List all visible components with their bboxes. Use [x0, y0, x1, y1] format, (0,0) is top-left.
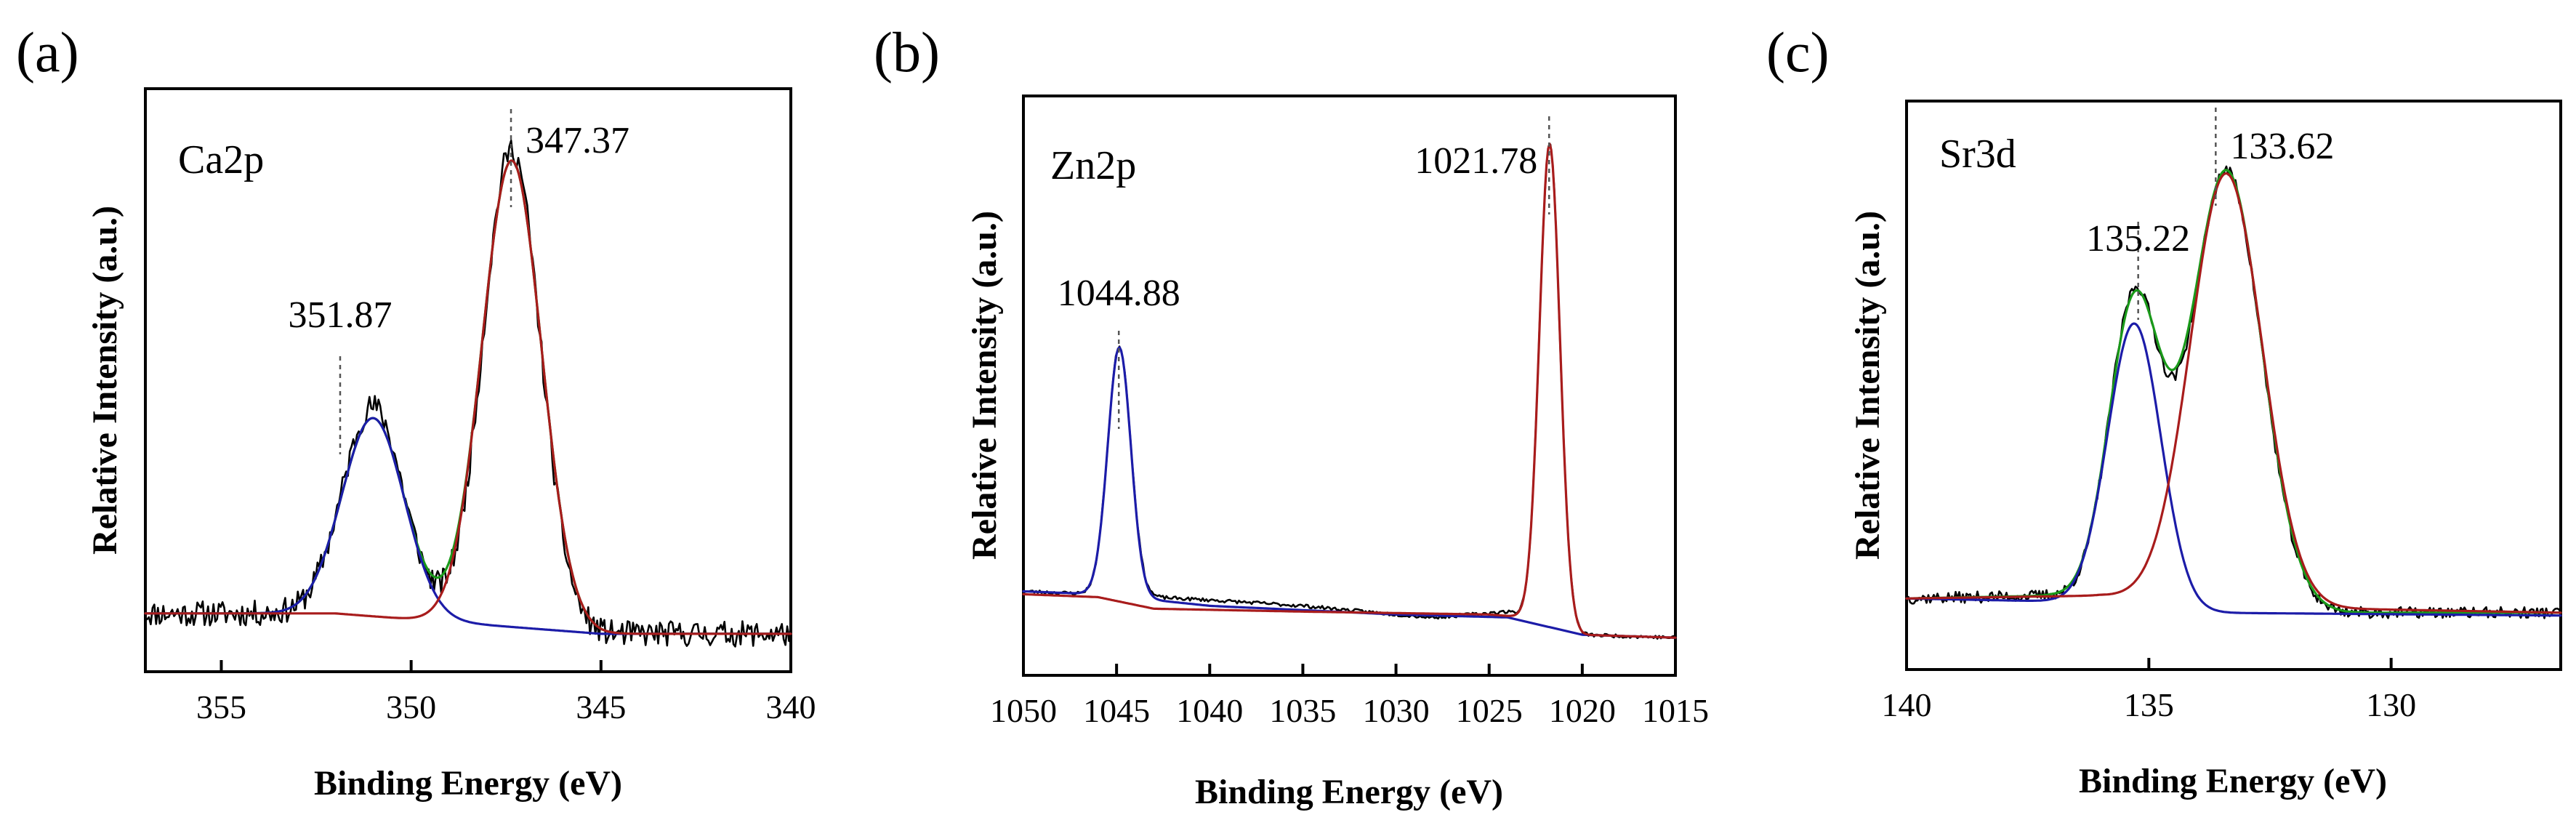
- panel-b-x-tick-label: 1050: [990, 692, 1057, 729]
- panel-b-peak-label: 1021.78: [1414, 140, 1537, 182]
- panel-b-x-tick-label: 1045: [1083, 692, 1150, 729]
- panel-c-x-tick-label: 140: [1882, 686, 1932, 723]
- panel-a-x-tick-label: 355: [196, 688, 246, 725]
- panel-a-peak-label: 347.37: [526, 120, 629, 161]
- panel-a-y-axis-label: Relative Intensity (a.u.): [86, 206, 124, 555]
- panel-b-series-component-2: [1022, 142, 1677, 639]
- panel-b-peak-labels: 1044.88 1021.78: [1058, 116, 1550, 429]
- panel-c-series-component-2: [1905, 322, 2562, 617]
- panel-a-letter: (a): [16, 20, 79, 84]
- panel-c-plot-frame: [1905, 100, 2562, 671]
- panel-b-peak-label: 1044.88: [1058, 273, 1180, 314]
- panel-c-peak-labels: 135.22 133.62: [2086, 108, 2334, 320]
- panel-b: (b) Zn2p Binding Energy (eV) Relative In…: [874, 20, 1709, 811]
- panel-a-x-tick-label: 345: [576, 688, 626, 725]
- panel-a-plot-frame: [144, 87, 792, 673]
- panel-a-x-tick-label: 350: [386, 688, 436, 725]
- panel-b-x-tick-label: 1015: [1642, 692, 1709, 729]
- panel-b-x-tick-label: 1035: [1269, 692, 1336, 729]
- panel-c: (c) Sr3d Binding Energy (eV) Relative In…: [1766, 20, 2562, 800]
- panel-b-curves: [1022, 142, 1677, 640]
- panel-c-x-tick-label: 135: [2124, 686, 2174, 723]
- panel-c-series-component-3: [1905, 172, 2562, 614]
- panel-b-x-tick-label: 1030: [1363, 692, 1430, 729]
- panel-a-element-label: Ca2p: [178, 137, 264, 182]
- panel-c-x-axis-label: Binding Energy (eV): [2079, 762, 2387, 800]
- panel-c-element-label: Sr3d: [1939, 132, 2016, 177]
- panel-c-series-envelope-1: [1905, 169, 2562, 614]
- panel-c-curves: [1905, 165, 2562, 619]
- panel-b-ticks: 1050 1045 1040 1035 1030 1025 1020 1015: [990, 664, 1709, 729]
- panel-c-x-tick-label: 130: [2366, 686, 2416, 723]
- panel-b-letter: (b): [874, 20, 940, 84]
- panel-b-x-tick-label: 1040: [1176, 692, 1243, 729]
- panel-a-series-envelope-1: [144, 159, 792, 635]
- panel-b-y-axis-label: Relative Intensity (a.u.): [965, 211, 1004, 560]
- panel-c-y-axis-label: Relative Intensity (a.u.): [1848, 211, 1887, 560]
- panel-a-series-component-3: [144, 159, 792, 635]
- panel-b-x-axis-label: Binding Energy (eV): [1195, 773, 1503, 811]
- panel-a-curves: [144, 140, 792, 648]
- panel-a-x-tick-label: 340: [766, 688, 816, 725]
- panel-a-peak-labels: 351.87 347.37: [288, 109, 629, 454]
- panel-b-x-tick-label: 1020: [1549, 692, 1616, 729]
- panel-a-ticks: 355 350 345 340: [196, 660, 816, 725]
- panel-b-plot-frame: [1022, 95, 1677, 677]
- panel-a-peak-label: 351.87: [288, 294, 392, 336]
- panel-a-series-component-2: [144, 417, 792, 635]
- panel-b-element-label: Zn2p: [1050, 143, 1136, 188]
- panel-b-x-tick-label: 1025: [1456, 692, 1523, 729]
- panel-b-series-envelope-1: [1022, 346, 1677, 639]
- panel-c-peak-label: 135.22: [2086, 218, 2190, 260]
- panel-c-series-measured-0: [1905, 165, 2562, 619]
- panel-a: (a) Ca2p Binding Energy (eV) Relative In…: [16, 20, 816, 803]
- panel-a-series-measured-0: [144, 140, 792, 648]
- panel-c-ticks: 140 135 130: [1882, 658, 2416, 723]
- panel-b-series-measured-0: [1022, 143, 1677, 640]
- panel-c-peak-label: 133.62: [2230, 126, 2334, 167]
- panel-a-x-axis-label: Binding Energy (eV): [314, 764, 622, 803]
- panel-c-letter: (c): [1766, 20, 1830, 84]
